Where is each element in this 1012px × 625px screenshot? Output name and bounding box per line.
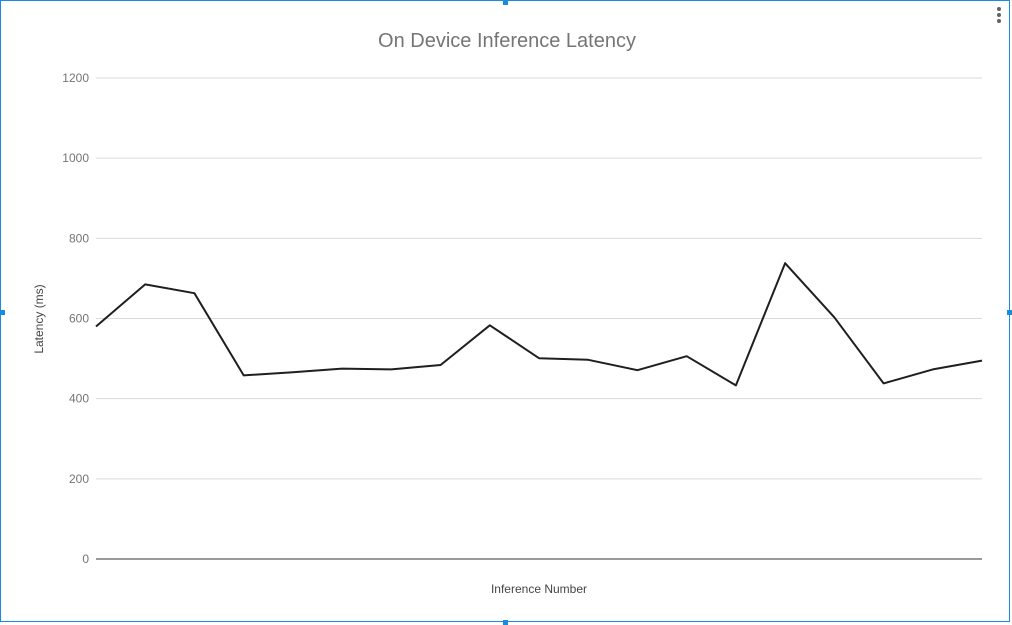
- resize-handle-left[interactable]: [0, 310, 5, 315]
- data-point[interactable]: [830, 313, 838, 321]
- data-point[interactable]: [437, 361, 445, 369]
- data-point[interactable]: [190, 289, 198, 297]
- data-point[interactable]: [92, 323, 100, 331]
- y-tick-label: 800: [69, 231, 89, 245]
- data-point[interactable]: [683, 352, 691, 360]
- resize-handle-top[interactable]: [503, 0, 508, 5]
- y-tick-label: 600: [69, 312, 89, 326]
- data-point[interactable]: [141, 280, 149, 288]
- y-axis-label: Latency (ms): [32, 284, 46, 353]
- data-point[interactable]: [387, 365, 395, 373]
- data-point[interactable]: [338, 365, 346, 373]
- series-line: [95, 262, 983, 387]
- y-tick-label: 400: [69, 392, 89, 406]
- resize-handle-right[interactable]: [1007, 310, 1012, 315]
- y-tick-label: 1000: [62, 151, 89, 165]
- series-layer: [92, 259, 986, 389]
- data-point[interactable]: [633, 366, 641, 374]
- data-point[interactable]: [929, 365, 937, 373]
- data-point[interactable]: [880, 379, 888, 387]
- more-options-icon[interactable]: [995, 7, 1003, 25]
- data-point[interactable]: [486, 321, 494, 329]
- resize-handle-bottom[interactable]: [503, 620, 508, 625]
- data-point[interactable]: [240, 371, 248, 379]
- y-tick-label: 200: [69, 472, 89, 486]
- gridlines: [96, 77, 982, 560]
- data-point[interactable]: [732, 381, 740, 389]
- data-point[interactable]: [781, 259, 789, 267]
- y-tick-label: 0: [82, 552, 89, 566]
- data-point[interactable]: [584, 356, 592, 364]
- x-axis-label: Inference Number: [491, 582, 587, 596]
- data-point[interactable]: [535, 354, 543, 362]
- data-point[interactable]: [289, 368, 297, 376]
- data-point[interactable]: [978, 357, 986, 365]
- y-axis-ticks: 0 200 400 600 800 1000 1200: [62, 71, 89, 566]
- chart-title: On Device Inference Latency: [378, 30, 636, 52]
- y-tick-label: 1200: [62, 71, 89, 85]
